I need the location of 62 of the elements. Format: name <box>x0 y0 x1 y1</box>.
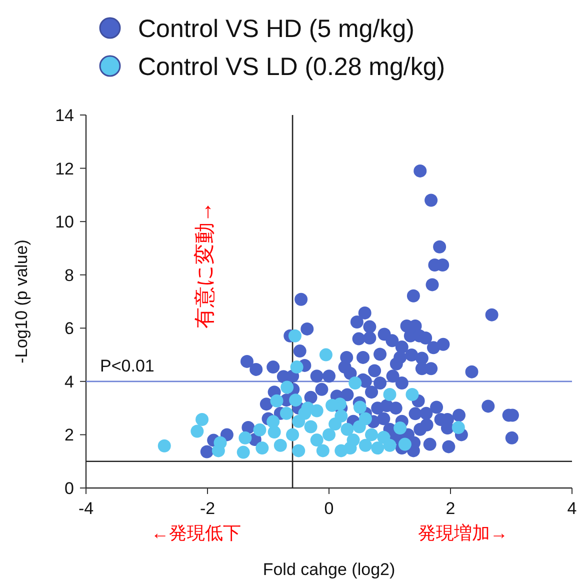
y-tick-label: 0 <box>64 479 74 498</box>
point <box>383 388 396 401</box>
point <box>326 398 339 412</box>
point <box>310 404 324 418</box>
y-tick-label: 10 <box>55 212 74 232</box>
point <box>319 348 332 362</box>
point <box>304 420 318 434</box>
point <box>274 438 287 452</box>
x-tick-label: -4 <box>78 499 94 518</box>
point <box>238 431 252 444</box>
point <box>268 426 281 439</box>
point <box>452 421 465 434</box>
point <box>236 446 250 459</box>
point <box>270 394 284 408</box>
point <box>212 444 225 458</box>
y-tick-label: 8 <box>64 266 74 285</box>
point <box>288 329 302 342</box>
point <box>344 442 357 455</box>
point <box>310 434 324 447</box>
point <box>290 360 304 374</box>
point <box>190 424 204 438</box>
point <box>358 412 372 426</box>
text: 発現増加→ <box>418 523 508 543</box>
point <box>322 428 336 442</box>
point <box>316 444 330 458</box>
point <box>280 406 293 420</box>
y-tick-label: 2 <box>64 426 74 445</box>
legend-label: Control VS LD (0.28 mg/kg) <box>138 53 446 81</box>
point <box>289 394 302 407</box>
x-tick-label: 0 <box>324 499 334 518</box>
point <box>334 410 348 423</box>
point <box>371 442 384 455</box>
point <box>383 438 396 452</box>
x-tick-label: 4 <box>567 499 577 518</box>
point <box>348 376 362 390</box>
point <box>353 400 366 414</box>
text: ←発現低下 <box>151 523 241 543</box>
x-tick-label: -2 <box>200 499 216 518</box>
legend-label: Control VS HD (5 mg/kg) <box>138 15 414 43</box>
point <box>394 422 407 435</box>
point <box>340 422 354 436</box>
point <box>365 428 378 442</box>
point <box>256 442 269 455</box>
point <box>266 415 280 428</box>
point <box>253 423 266 436</box>
y-tick-label: 6 <box>64 319 74 338</box>
x-tick-label: 2 <box>446 499 456 518</box>
point <box>196 413 209 426</box>
y-tick-label: 4 <box>64 372 74 392</box>
ref-line-label: P<0.01 <box>100 356 154 376</box>
y-tick-label: 14 <box>55 106 74 125</box>
point <box>406 388 419 401</box>
point <box>158 439 171 452</box>
y-tick-label: 12 <box>55 159 74 178</box>
point <box>292 444 306 458</box>
y-axis-title: -Log10 (p value) <box>12 240 31 364</box>
point <box>358 438 372 452</box>
x-axis-title: Fold cahge (log2) <box>262 560 396 579</box>
point <box>286 428 300 442</box>
annotation: 有意に変動→ <box>194 202 216 328</box>
point <box>280 380 294 394</box>
point <box>398 438 412 451</box>
